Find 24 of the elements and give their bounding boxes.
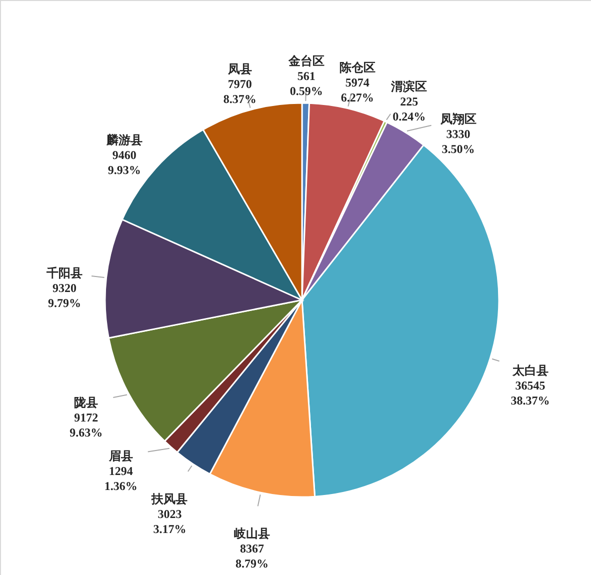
data-label: 225 0.24%	[392, 94, 426, 124]
data-label: 36545 38.37%	[510, 378, 550, 408]
slice-label: 金台区	[287, 54, 324, 68]
data-label: 3330 3.50%	[442, 127, 475, 156]
data-label: 561 0.59%	[290, 69, 323, 98]
data-label: 3023 3.17%	[153, 507, 186, 536]
data-label: 9320 9.79%	[48, 280, 82, 310]
data-label: 1294 1.36%	[104, 464, 138, 493]
slice-label: 扶风县	[150, 492, 188, 506]
slice-label: 岐山县	[234, 526, 270, 541]
slice-label: 陈仓区	[339, 60, 376, 75]
slice-label: 太白县	[511, 364, 548, 378]
slice-label: 渭滨区	[390, 79, 428, 94]
slice-label: 凤县	[226, 62, 252, 76]
data-label: 5974 6.27%	[340, 76, 374, 105]
slice-label: 麟游县	[105, 133, 142, 148]
slice-label: 凤翔区	[439, 112, 476, 126]
slice-label: 眉县	[108, 448, 133, 463]
data-label: 9460 9.93%	[108, 148, 141, 178]
data-label: 7970 8.37%	[223, 77, 256, 106]
data-label: 9172 9.63%	[70, 410, 103, 440]
slice-label: 陇县	[74, 396, 98, 410]
slice-label: 千阳县	[46, 266, 83, 280]
data-label: 8367 8.79%	[235, 542, 268, 571]
